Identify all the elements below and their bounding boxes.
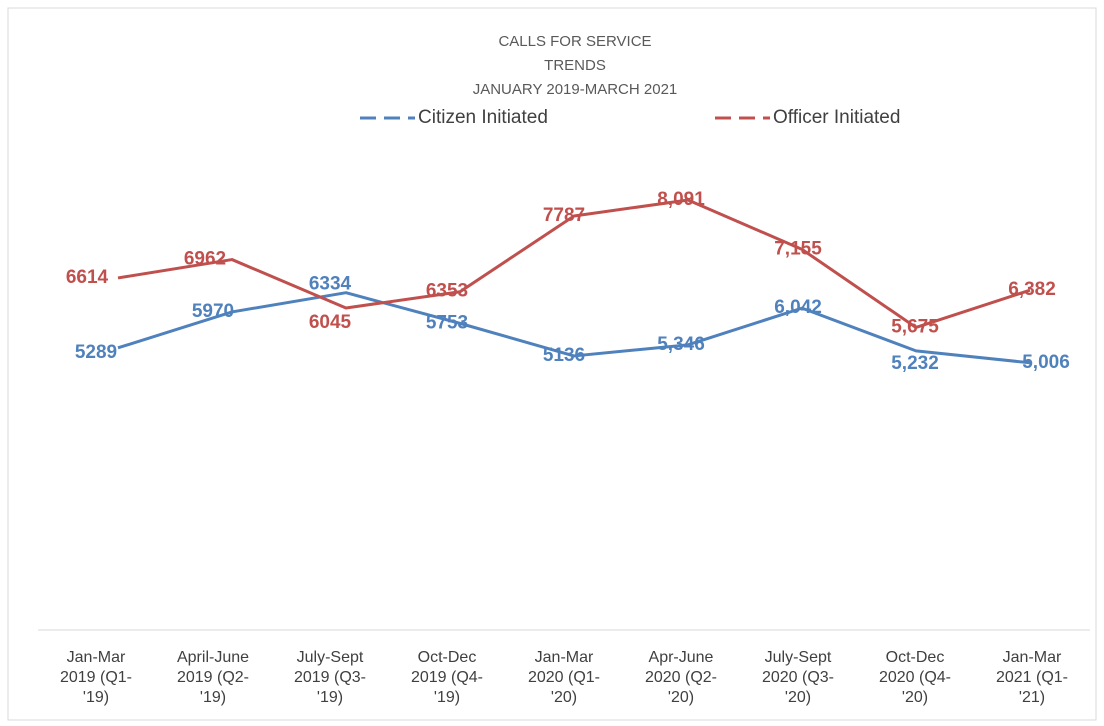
chart-title: JANUARY 2019-MARCH 2021: [473, 81, 678, 98]
data-label: 5289: [75, 342, 117, 363]
x-tick-label: Oct-Dec 2020 (Q4-'20): [878, 649, 952, 706]
x-tick-label: Jan-Mar 2021 (Q1-'21): [995, 649, 1069, 706]
data-label: 6045: [309, 312, 352, 333]
data-label: 8,091: [657, 189, 705, 210]
x-tick-label: Jan-Mar 2020 (Q1-'20): [527, 649, 601, 706]
data-label: 5,675: [891, 317, 939, 338]
x-tick-label: Apr-June 2020 (Q2-'20): [644, 649, 718, 706]
data-label: 5136: [543, 345, 585, 366]
data-line: [117, 198, 1031, 329]
data-label: 6,042: [774, 297, 822, 318]
chart-border: [7, 7, 1097, 721]
data-label: 6,382: [1008, 279, 1056, 300]
data-label: 7787: [543, 205, 585, 226]
data-label: 5,232: [891, 353, 939, 374]
data-line: [117, 291, 1031, 365]
data-label: 5970: [192, 301, 234, 322]
x-tick-label: July-Sept 2020 (Q3-'20): [761, 649, 835, 706]
chart-title: TRENDS: [544, 57, 606, 74]
data-label: 6614: [66, 267, 109, 288]
x-tick-label: July-Sept 2019 (Q3-'19): [293, 649, 367, 706]
legend-label: Officer Initiated: [773, 107, 900, 128]
data-label: 6334: [309, 274, 352, 295]
data-label: 6962: [184, 249, 226, 270]
x-tick-label: April-June 2019 (Q2-'19): [176, 649, 250, 706]
data-label: 5,006: [1022, 352, 1070, 373]
legend-label: Citizen Initiated: [418, 107, 548, 128]
x-tick-label: Oct-Dec 2019 (Q4-'19): [410, 649, 484, 706]
data-label: 7,155: [774, 238, 822, 259]
data-label: 6353: [426, 281, 468, 302]
chart-title: CALLS FOR SERVICE: [498, 33, 651, 50]
data-label: 5,346: [657, 334, 705, 355]
x-tick-label: Jan-Mar 2019 (Q1-'19): [59, 649, 133, 706]
data-label: 5753: [426, 312, 468, 333]
